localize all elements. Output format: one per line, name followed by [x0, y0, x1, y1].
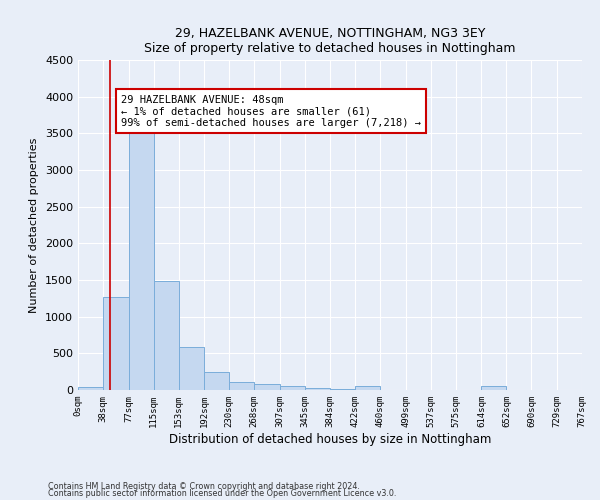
Bar	[481, 386, 506, 390]
X-axis label: Distribution of detached houses by size in Nottingham: Distribution of detached houses by size …	[169, 432, 491, 446]
Bar	[204, 372, 229, 390]
Bar	[179, 348, 204, 390]
Bar	[229, 382, 254, 390]
Bar	[305, 388, 331, 390]
Text: Contains HM Land Registry data © Crown copyright and database right 2024.: Contains HM Land Registry data © Crown c…	[48, 482, 360, 491]
Y-axis label: Number of detached properties: Number of detached properties	[29, 138, 40, 312]
Bar	[154, 282, 179, 390]
Bar	[280, 386, 305, 390]
Bar	[103, 297, 128, 390]
Title: 29, HAZELBANK AVENUE, NOTTINGHAM, NG3 3EY
Size of property relative to detached : 29, HAZELBANK AVENUE, NOTTINGHAM, NG3 3E…	[144, 26, 516, 54]
Bar	[78, 387, 103, 390]
Bar	[128, 134, 154, 390]
Text: Contains public sector information licensed under the Open Government Licence v3: Contains public sector information licen…	[48, 490, 397, 498]
Bar	[355, 386, 380, 390]
Bar	[254, 384, 280, 390]
Text: 29 HAZELBANK AVENUE: 48sqm
← 1% of detached houses are smaller (61)
99% of semi-: 29 HAZELBANK AVENUE: 48sqm ← 1% of detac…	[121, 94, 421, 128]
